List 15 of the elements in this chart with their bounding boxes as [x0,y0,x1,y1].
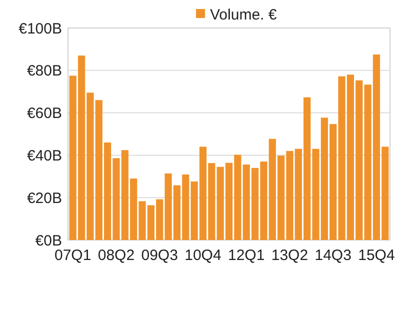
x-tick-label: 12Q1 [228,247,265,264]
x-tick-label: 14Q3 [314,247,352,264]
y-tick-label: €80B [26,62,62,80]
x-tick-label: 08Q2 [98,247,135,264]
legend-label: Volume. € [210,6,278,24]
y-tick-label: €60B [26,105,62,122]
x-tick-label: 07Q1 [54,247,92,264]
x-tick-label: 13Q2 [271,247,308,264]
y-tick-label: €40B [26,147,62,164]
y-tick-label: €0B [35,232,62,250]
y-tick-label: €100B [18,20,62,38]
x-tick-label: 09Q3 [141,247,178,264]
x-tick-label: 15Q4 [358,247,395,264]
y-tick-label: €20B [26,190,62,207]
x-tick-label: 10Q4 [184,247,222,264]
